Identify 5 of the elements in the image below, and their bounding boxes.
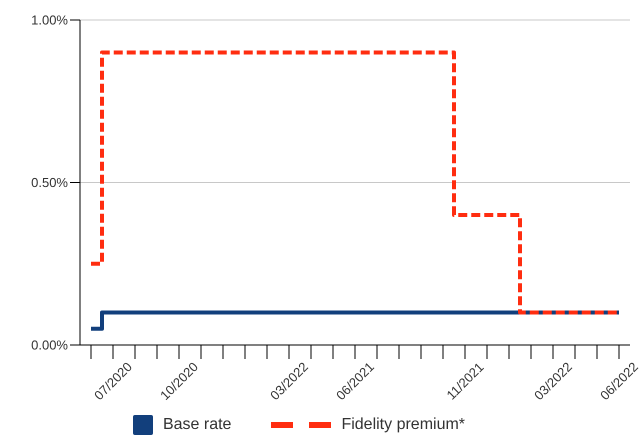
legend-label: Fidelity premium* [341,416,466,434]
y-tick-label: 0.50% [31,175,68,190]
legend-label: Base rate [162,416,232,434]
y-tick-label: 1.00% [31,12,68,28]
y-tick-label: 0.00% [31,338,68,353]
